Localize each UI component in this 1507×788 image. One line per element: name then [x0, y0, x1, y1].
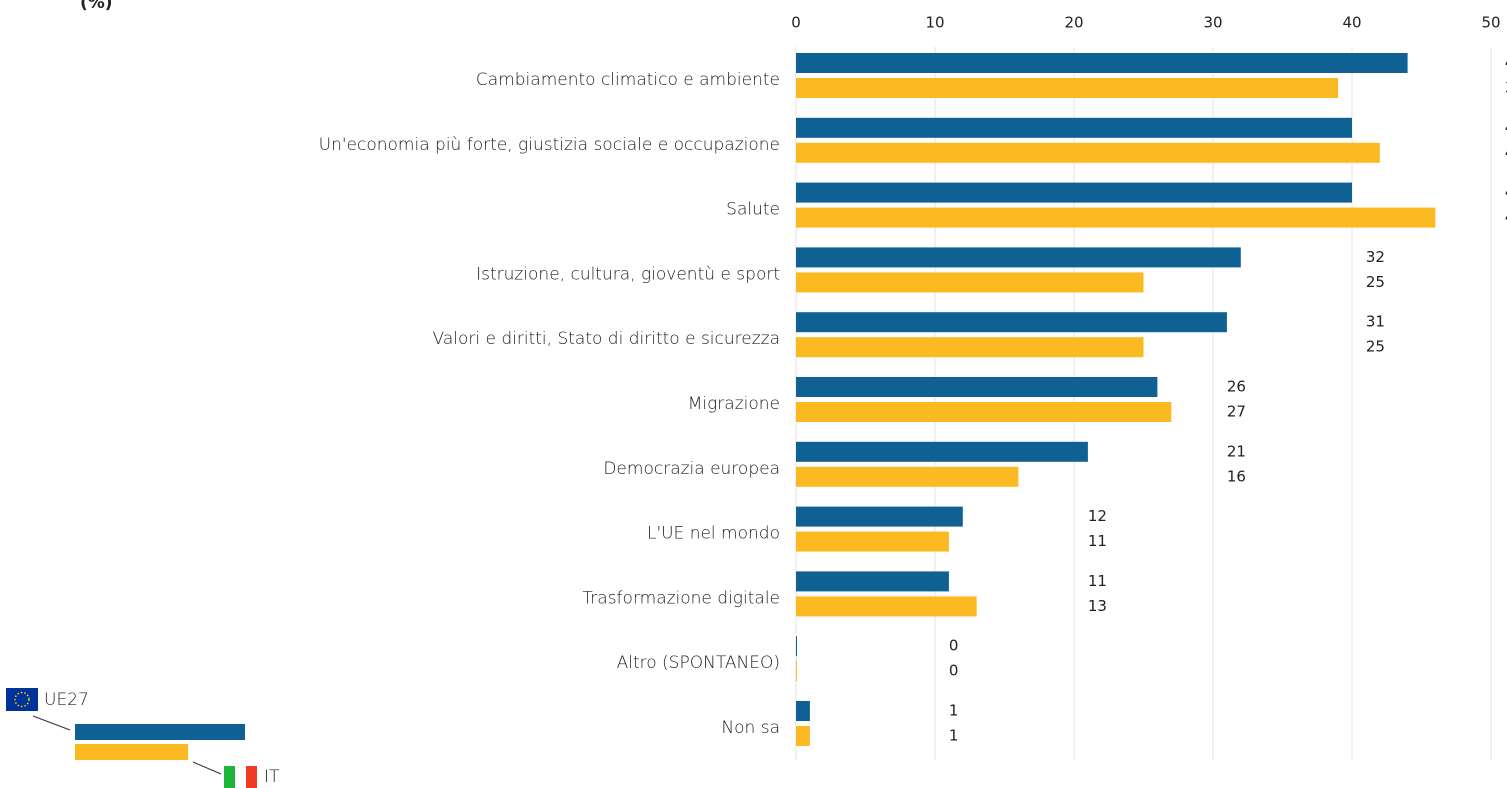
data-label: 25: [1366, 338, 1385, 356]
data-label: 1: [949, 702, 959, 720]
data-label: 21: [1227, 442, 1246, 460]
bar: [796, 247, 1241, 268]
eu-stars: [14, 691, 30, 708]
y-tick-label: L'UE nel mondo: [647, 524, 780, 544]
bar: [796, 596, 977, 617]
x-tick-label: 0: [791, 14, 801, 32]
data-label: 44: [1505, 54, 1507, 72]
bar: [796, 466, 1019, 487]
y-tick-label: Valori e diritti, Stato di diritto e sic…: [433, 329, 780, 349]
y-tick-label: Cambiamento climatico e ambiente: [476, 70, 780, 90]
bar: [796, 441, 1088, 462]
data-label: 40: [1505, 183, 1507, 201]
y-tick-label: Altro (SPONTANEO): [617, 653, 780, 673]
x-tick-label: 30: [1203, 14, 1222, 32]
data-label: 16: [1227, 467, 1246, 485]
data-label: 26: [1227, 378, 1246, 396]
data-label: 0: [949, 662, 959, 680]
data-label: 31: [1366, 313, 1385, 331]
bar: [796, 312, 1227, 333]
y-tick-label: Migrazione: [688, 394, 780, 414]
bar: [796, 377, 1158, 397]
bar: [796, 726, 810, 746]
data-label: 42: [1505, 143, 1507, 161]
y-tick-label: Salute: [726, 200, 780, 220]
bar: [796, 272, 1144, 293]
bar: [796, 506, 963, 527]
y-tick-label: Democrazia europea: [603, 459, 780, 479]
bar: [796, 337, 1144, 358]
legend-swatch: [75, 744, 188, 760]
it-flag-white: [235, 766, 246, 788]
x-tick-label: 20: [1064, 14, 1083, 32]
data-label: 12: [1088, 507, 1107, 525]
legend: [6, 688, 257, 788]
data-label: 40: [1505, 118, 1507, 136]
data-label: 11: [1088, 572, 1107, 590]
data-label: 13: [1088, 597, 1107, 615]
x-tick-label: 10: [925, 14, 944, 32]
y-tick-label: Non sa: [721, 718, 780, 738]
it-flag-green: [224, 766, 235, 788]
data-label: 0: [949, 637, 959, 655]
y-tick-label: Un'economia più forte, giustizia sociale…: [319, 135, 780, 155]
bar: [796, 661, 797, 682]
bar: [796, 701, 810, 721]
bar: [796, 207, 1436, 228]
y-tick-label: Istruzione, cultura, gioventù e sport: [476, 264, 780, 284]
data-label: 39: [1505, 79, 1507, 97]
bar: [796, 142, 1380, 163]
data-label: 46: [1505, 208, 1507, 226]
data-label: 32: [1366, 248, 1385, 266]
y-tick-label: Trasformazione digitale: [582, 588, 780, 608]
data-label: 27: [1227, 403, 1246, 421]
bar: [796, 117, 1352, 138]
bar: [796, 78, 1339, 98]
bar: [796, 571, 949, 592]
bar: [796, 531, 949, 552]
eu-flag: [6, 688, 38, 711]
chart-title: (%): [80, 0, 113, 13]
bar: [796, 53, 1408, 73]
legend-connector: [192, 761, 222, 775]
x-tick-label: 40: [1342, 14, 1361, 32]
legend-label: UE27: [44, 690, 89, 710]
legend-label: IT: [264, 767, 280, 787]
bar: [796, 182, 1352, 203]
data-label: 11: [1088, 532, 1107, 550]
bar: [796, 402, 1172, 422]
data-label: 25: [1366, 273, 1385, 291]
it-flag-red: [246, 766, 257, 788]
bar: [796, 636, 797, 657]
legend-connector: [32, 715, 71, 731]
x-tick-label: 50: [1481, 14, 1500, 32]
data-label: 1: [949, 727, 959, 745]
legend-swatch: [75, 724, 245, 740]
